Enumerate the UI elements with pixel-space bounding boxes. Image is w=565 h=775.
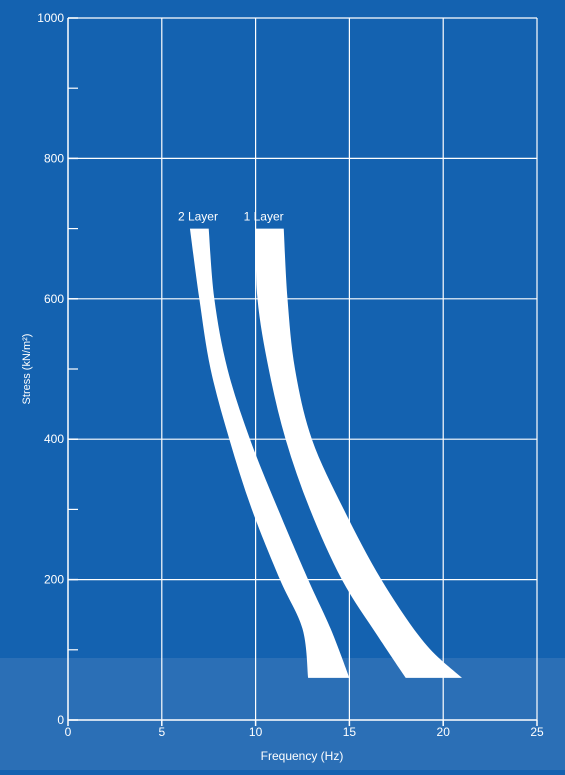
lower-shaded-band <box>0 658 565 770</box>
series-bands: 2 Layer 1 Layer <box>178 210 462 678</box>
x-tick-label: 5 <box>158 725 165 739</box>
x-tick-label: 15 <box>343 725 357 739</box>
y-tick-label: 400 <box>44 432 64 446</box>
y-tick-label: 1000 <box>37 11 64 25</box>
x-tick-label: 10 <box>249 725 263 739</box>
series-label-1-layer: 1 Layer <box>244 210 284 224</box>
x-tick-label: 0 <box>65 725 72 739</box>
x-axis-label: Frequency (Hz) <box>261 749 344 763</box>
y-tick-label: 0 <box>57 713 64 727</box>
series-band-2-layer <box>189 228 350 678</box>
axes: 0 200 400 600 800 1000 0 5 10 15 20 25 <box>37 11 544 739</box>
x-tick-label: 20 <box>437 725 451 739</box>
y-tick-label: 800 <box>44 151 64 165</box>
y-tick-label: 200 <box>44 573 64 587</box>
y-axis-label: Stress (kN/m²) <box>21 334 33 405</box>
x-tick-label: 25 <box>530 725 544 739</box>
series-label-2-layer: 2 Layer <box>178 210 218 224</box>
series-band-1-layer <box>255 228 462 678</box>
y-tick-label: 600 <box>44 292 64 306</box>
